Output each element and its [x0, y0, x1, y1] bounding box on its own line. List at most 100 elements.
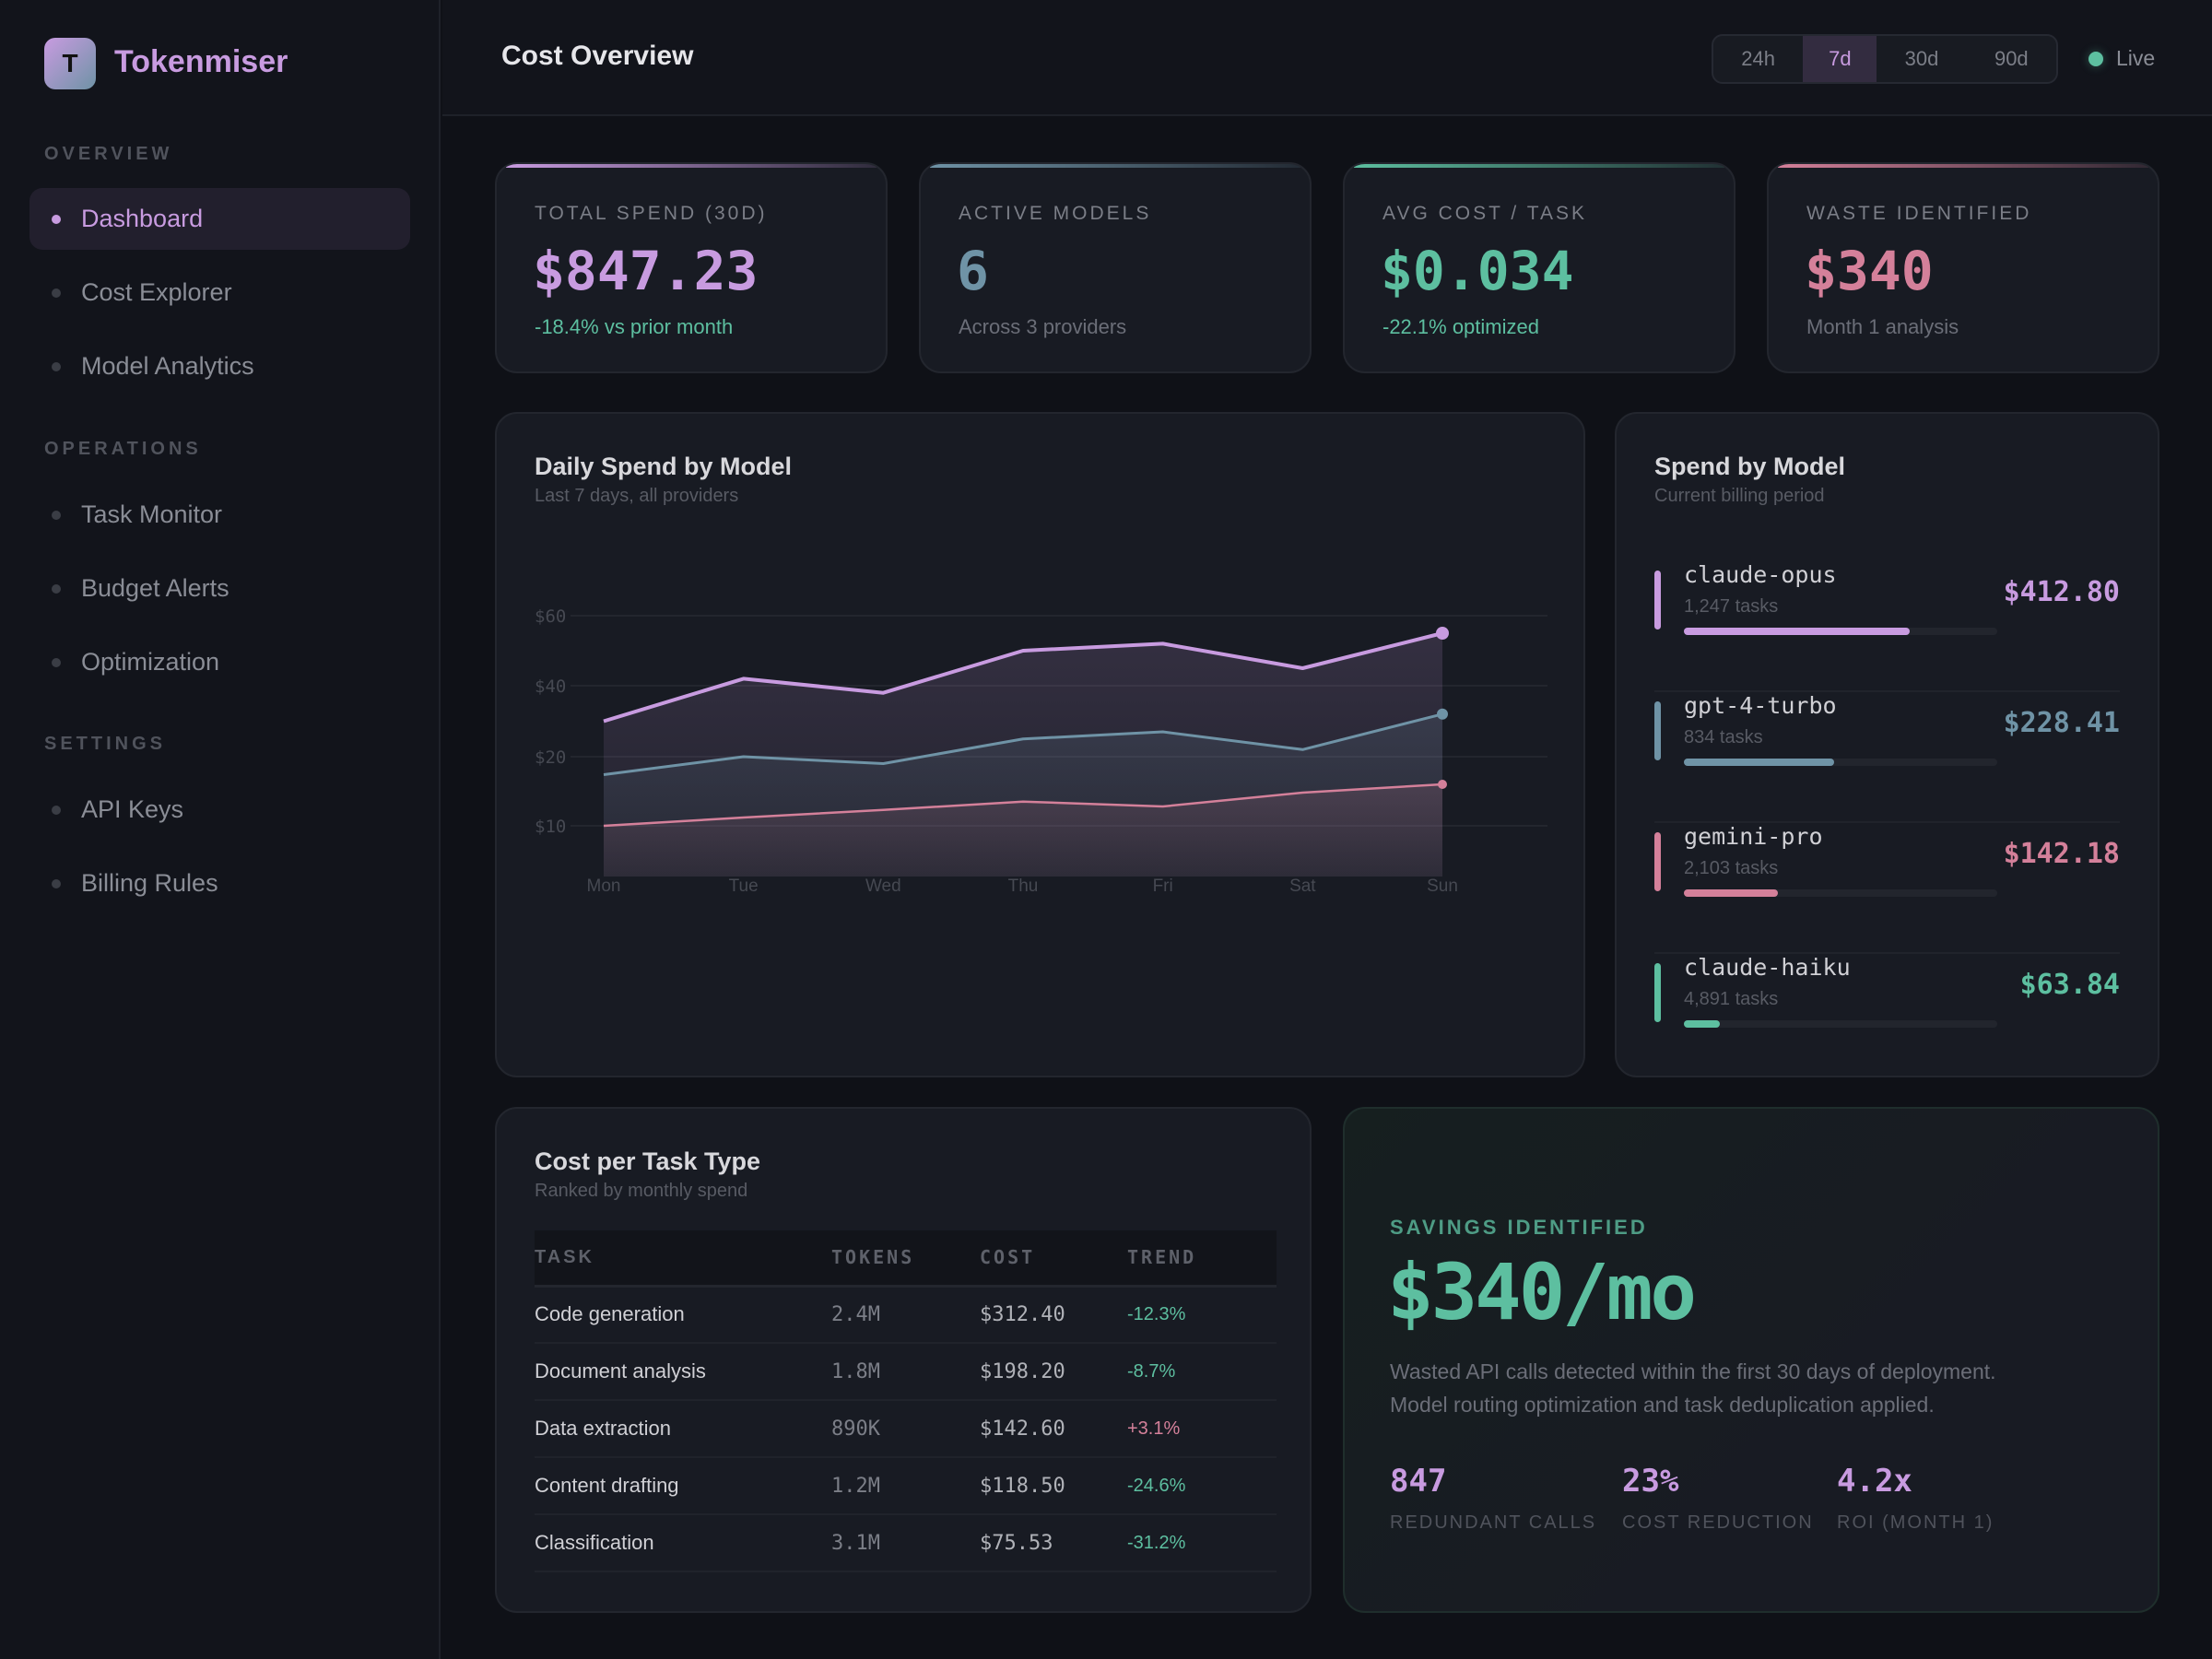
model-amount: $63.84	[2019, 969, 2120, 1001]
task-cost: $118.50	[980, 1457, 1127, 1515]
kpi-card: WASTE IDENTIFIED $340 Month 1 analysis	[1767, 162, 2159, 373]
table-row[interactable]: Data extraction 890K $142.60 +3.1%	[535, 1400, 1277, 1458]
description-line: Model routing optimization and task dedu…	[1390, 1393, 1935, 1417]
kpi-value: $0.034	[1381, 240, 1574, 302]
range-7d[interactable]: 7d	[1803, 36, 1877, 82]
task-tokens: 1.8M	[831, 1343, 980, 1401]
logo-icon: T	[44, 38, 96, 89]
kpi-label: AVG COST / TASK	[1382, 203, 1587, 224]
kpi-value: $847.23	[533, 240, 759, 302]
bullet-icon	[52, 362, 61, 371]
task-tokens: 2.4M	[831, 1286, 980, 1344]
model-tasks: 4,891 tasks	[1684, 989, 1779, 1009]
sidebar-item-task-monitor[interactable]: Task Monitor	[29, 484, 410, 546]
bullet-icon	[52, 879, 61, 888]
kpi-card: AVG COST / TASK $0.034 -22.1% optimized	[1343, 162, 1735, 373]
y-tick-label: $40	[535, 677, 566, 697]
sidebar-item-label: Cost Explorer	[81, 278, 232, 306]
model-row[interactable]: claude-haiku 4,891 tasks $63.84	[1654, 954, 2120, 1076]
model-row[interactable]: claude-opus 1,247 tasks $412.80	[1654, 561, 2120, 692]
kpi-subtext: Across 3 providers	[959, 315, 1127, 338]
stat-cost-reduction: 23% COST REDUCTION	[1622, 1463, 1814, 1534]
y-tick-label: $20	[535, 747, 566, 768]
kpi-card: TOTAL SPEND (30D) $847.23 -18.4% vs prio…	[495, 162, 888, 373]
card-subtitle: Ranked by monthly spend	[535, 1181, 748, 1201]
task-tokens: 1.2M	[831, 1457, 980, 1515]
bullet-icon	[52, 658, 61, 667]
task-tokens: 890K	[831, 1400, 980, 1458]
share-bar	[1684, 1020, 1997, 1028]
share-fill	[1684, 1020, 1721, 1028]
sidebar-item-dashboard[interactable]: Dashboard	[29, 188, 410, 250]
task-trend: -12.3%	[1127, 1286, 1277, 1344]
task-trend: -8.7%	[1127, 1343, 1277, 1401]
kpi-value: 6	[957, 240, 989, 302]
model-name: gpt-4-turbo	[1684, 692, 1837, 719]
range-30d[interactable]: 30d	[1904, 47, 1939, 70]
task-name: Data extraction	[535, 1400, 831, 1458]
card-subtitle: Current billing period	[1654, 486, 1825, 506]
stat-value: 23%	[1622, 1463, 1679, 1500]
savings-value: $340/mo	[1387, 1247, 1697, 1337]
spend-by-model-card: Spend by Model Current billing period cl…	[1615, 412, 2159, 1077]
sidebar-item-api-keys[interactable]: API Keys	[29, 779, 410, 841]
table-row[interactable]: Content drafting 1.2M $118.50 -24.6%	[535, 1457, 1277, 1515]
sidebar-item-label: API Keys	[81, 795, 184, 823]
task-cost: $142.60	[980, 1400, 1127, 1458]
sidebar-item-label: Budget Alerts	[81, 574, 229, 602]
description-line: Wasted API calls detected within the fir…	[1390, 1359, 1996, 1383]
model-name: claude-haiku	[1684, 954, 1851, 981]
table-row[interactable]: Code generation 2.4M $312.40 -12.3%	[535, 1286, 1277, 1344]
task-cost: $312.40	[980, 1286, 1127, 1344]
model-color-bar	[1654, 963, 1661, 1022]
accent-bar	[1354, 164, 1724, 168]
model-color-bar	[1654, 832, 1661, 891]
accent-bar	[1778, 164, 2148, 168]
x-tick-label: Thu	[1008, 877, 1039, 896]
model-row[interactable]: gpt-4-turbo 834 tasks $228.41	[1654, 692, 2120, 823]
x-tick-label: Sat	[1289, 877, 1316, 896]
model-name: gemini-pro	[1684, 823, 1823, 850]
table-row[interactable]: Document analysis 1.8M $198.20 -8.7%	[535, 1343, 1277, 1401]
y-tick-label: $10	[535, 817, 566, 837]
live-indicator: Live	[2088, 46, 2155, 71]
series-line	[603, 712, 1443, 776]
task-cost: $75.53	[980, 1514, 1127, 1572]
model-tasks: 2,103 tasks	[1684, 858, 1779, 878]
share-bar	[1684, 628, 1997, 635]
range-90d[interactable]: 90d	[1994, 47, 2029, 70]
bullet-icon	[52, 584, 61, 594]
task-cost-card: Cost per Task Type Ranked by monthly spe…	[495, 1107, 1312, 1613]
stat-value: 4.2x	[1837, 1463, 1912, 1500]
daily-spend-card: Daily Spend by Model Last 7 days, all pr…	[495, 412, 1585, 1077]
table-row[interactable]: Classification 3.1M $75.53 -31.2%	[535, 1514, 1277, 1572]
data-point	[1437, 708, 1448, 720]
col-trend: TREND	[1127, 1230, 1277, 1288]
sidebar-item-billing-rules[interactable]: Billing Rules	[29, 853, 410, 914]
col-cost: COST	[980, 1230, 1127, 1288]
sidebar-item-budget-alerts[interactable]: Budget Alerts	[29, 558, 410, 619]
x-tick-label: Wed	[865, 877, 901, 896]
range-24h[interactable]: 24h	[1741, 47, 1776, 70]
kpi-label: ACTIVE MODELS	[959, 203, 1152, 224]
sidebar-item-cost-explorer[interactable]: Cost Explorer	[29, 262, 410, 324]
task-name: Content drafting	[535, 1457, 831, 1515]
x-tick-label: Sun	[1427, 877, 1458, 896]
share-bar	[1684, 889, 1997, 897]
col-tokens: TOKENS	[831, 1230, 980, 1288]
model-tasks: 834 tasks	[1684, 727, 1763, 747]
data-point	[1436, 627, 1449, 640]
kpi-subtext: Month 1 analysis	[1806, 315, 1959, 338]
kpi-subtext: -22.1% optimized	[1382, 315, 1539, 338]
x-tick-label: Tue	[729, 877, 759, 896]
sidebar-item-optimization[interactable]: Optimization	[29, 631, 410, 693]
card-title: Spend by Model	[1654, 453, 1846, 480]
data-point	[1438, 780, 1447, 789]
stat-redundant-calls: 847 REDUNDANT CALLS	[1390, 1463, 1596, 1534]
time-range-selector: 24h 7d 30d 90d	[1712, 34, 2058, 84]
task-cost-table: TASK TOKENS COST TREND Code generation 2…	[535, 1230, 1277, 1572]
sidebar-item-model-analytics[interactable]: Model Analytics	[29, 335, 410, 397]
daily-spend-chart: $10 $20 $40 $60 Mon Tue Wed Thu Fri Sat Sun	[535, 606, 1547, 896]
model-row[interactable]: gemini-pro 2,103 tasks $142.18	[1654, 823, 2120, 954]
accent-bar	[930, 164, 1300, 168]
